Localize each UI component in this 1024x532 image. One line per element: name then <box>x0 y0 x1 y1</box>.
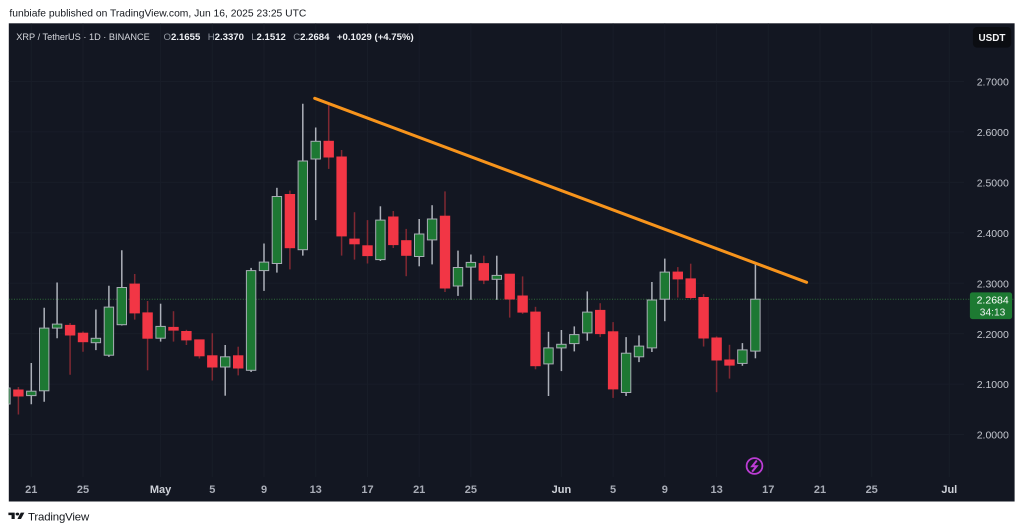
svg-text:17: 17 <box>361 484 373 496</box>
svg-text:L2.1512: L2.1512 <box>251 32 286 43</box>
svg-text:17: 17 <box>762 484 774 496</box>
svg-text:+0.1029 (+4.75%): +0.1029 (+4.75%) <box>337 32 414 43</box>
svg-text:2.3000: 2.3000 <box>977 278 1009 290</box>
svg-text:13: 13 <box>710 484 722 496</box>
svg-text:21: 21 <box>814 484 826 496</box>
svg-text:25: 25 <box>77 484 89 496</box>
svg-text:5: 5 <box>209 484 215 496</box>
svg-text:XRP / TetherUS · 1D · BINANCE: XRP / TetherUS · 1D · BINANCE <box>16 32 149 42</box>
svg-text:9: 9 <box>261 484 267 496</box>
svg-text:2.7000: 2.7000 <box>977 77 1009 89</box>
svg-text:13: 13 <box>310 484 322 496</box>
svg-text:USDT: USDT <box>979 33 1006 44</box>
svg-text:21: 21 <box>25 484 37 496</box>
svg-text:2.2684: 2.2684 <box>977 294 1009 306</box>
svg-text:2.5000: 2.5000 <box>977 178 1009 190</box>
svg-text:5: 5 <box>610 484 616 496</box>
svg-text:2.4000: 2.4000 <box>977 228 1009 240</box>
svg-text:9: 9 <box>662 484 668 496</box>
svg-text:2.2000: 2.2000 <box>977 329 1009 341</box>
svg-text:25: 25 <box>465 484 477 496</box>
svg-text:May: May <box>150 484 172 496</box>
svg-text:Jul: Jul <box>941 484 957 496</box>
svg-text:2.6000: 2.6000 <box>977 127 1009 139</box>
svg-text:TradingView: TradingView <box>28 512 90 524</box>
svg-text:34:13: 34:13 <box>980 307 1006 318</box>
svg-text:2.1000: 2.1000 <box>977 379 1009 391</box>
svg-text:H2.3370: H2.3370 <box>208 32 244 43</box>
svg-text:2.0000: 2.0000 <box>977 430 1009 442</box>
svg-text:21: 21 <box>413 484 425 496</box>
svg-text:25: 25 <box>866 484 878 496</box>
svg-text:Jun: Jun <box>552 484 572 496</box>
svg-text:funbiafe published on TradingV: funbiafe published on TradingView.com, J… <box>9 8 306 19</box>
svg-text:C2.2684: C2.2684 <box>293 32 330 43</box>
svg-text:O2.1655: O2.1655 <box>164 32 201 43</box>
